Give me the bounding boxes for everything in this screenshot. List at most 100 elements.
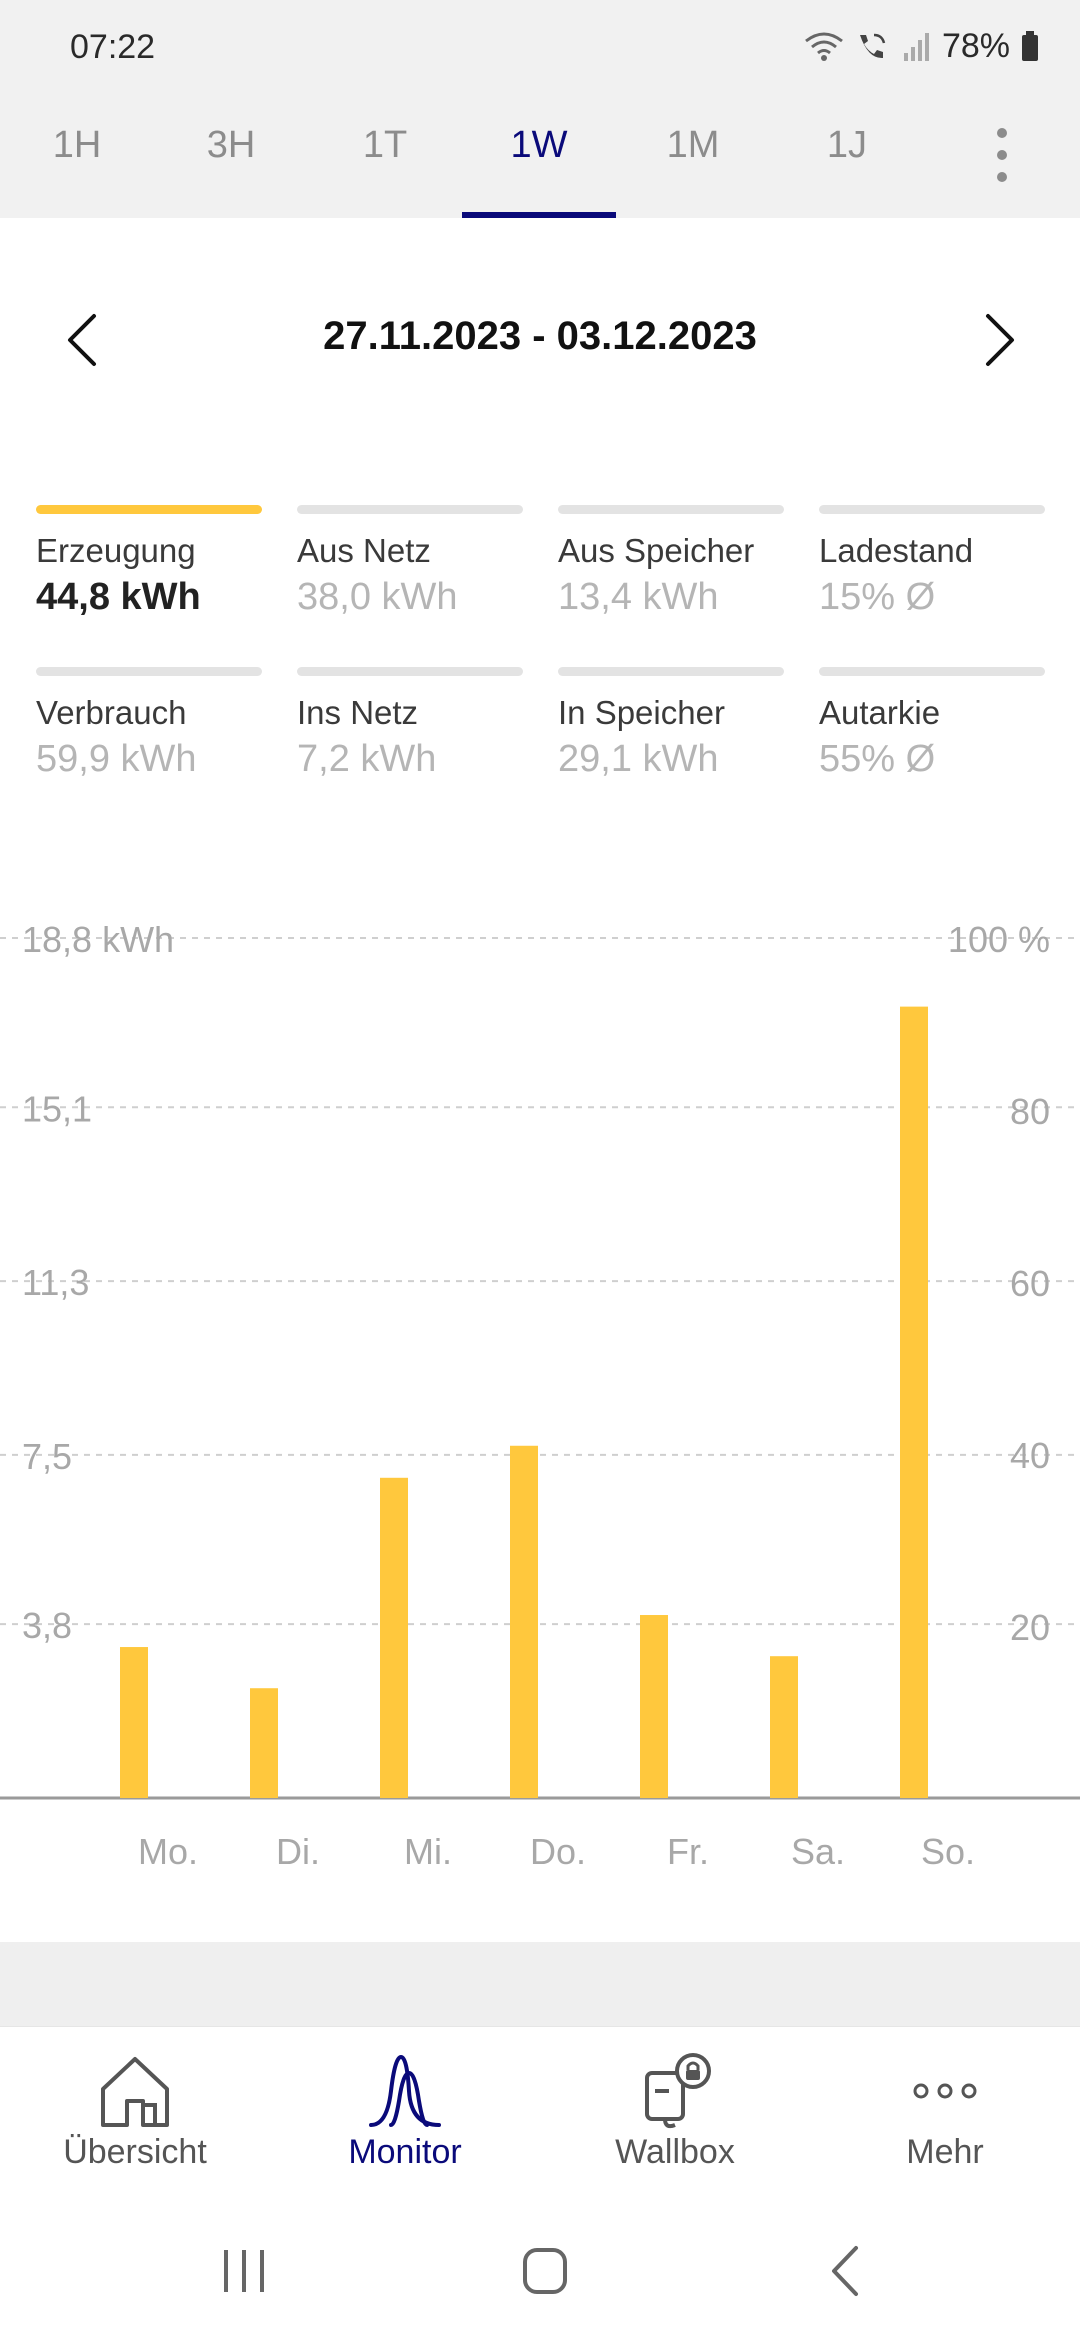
y-tick-label: 11,3 (22, 1262, 89, 1303)
metric-value: 55% Ø (819, 738, 936, 780)
nav-monitor[interactable]: Monitor (270, 2027, 540, 2197)
separator-strip (0, 1942, 1080, 2026)
bottom-navigation: Übersicht Monitor Wallbox Mehr (0, 2026, 1080, 2196)
date-range-label: 27.11.2023 - 03.12.2023 (323, 314, 757, 358)
battery-percent: 78% (941, 26, 1010, 65)
time-range-tabs: 1H 3H 1T 1W 1M 1J (0, 110, 1080, 218)
metric-in-speicher[interactable]: In Speicher 29,1 kWh (558, 667, 784, 787)
metric-label: Ladestand (819, 532, 974, 569)
tab-label: 1M (666, 124, 720, 166)
status-icons: 78% (804, 26, 1040, 66)
metric-aus-speicher[interactable]: Aus Speicher 13,4 kWh (558, 505, 784, 625)
x-tick-label: Mo. (138, 1831, 198, 1872)
metric-label: Verbrauch (36, 694, 187, 731)
home-icon (101, 2057, 169, 2127)
dot-icon (997, 172, 1007, 182)
recent-apps-icon[interactable] (204, 2236, 284, 2306)
metric-label: Erzeugung (36, 532, 196, 569)
dot-icon (997, 150, 1007, 160)
wifi-calling-icon (859, 33, 886, 59)
wallbox-lock-icon (645, 2053, 711, 2129)
metric-value: 38,0 kWh (297, 576, 458, 618)
more-dots-icon (913, 2083, 977, 2099)
metric-value: 59,9 kWh (36, 738, 197, 780)
metric-indicator (819, 505, 1045, 514)
energy-bar-chart: 18,8 kWh 15,1 11,3 7,5 3,8 100 % 80 60 40 20 Mo. Di… (0, 919, 1080, 1872)
date-navigation: 27.11.2023 - 03.12.2023 (0, 300, 1080, 380)
system-navigation-bar (0, 2196, 1080, 2340)
tab-1h[interactable]: 1H (0, 110, 154, 218)
nav-wallbox[interactable]: Wallbox (540, 2027, 810, 2197)
nav-label: Monitor (348, 2133, 462, 2171)
metric-ins-netz[interactable]: Ins Netz 7,2 kWh (297, 667, 523, 787)
chart-bar (380, 1477, 408, 1798)
tab-label: 1W (510, 124, 568, 166)
chart-bar (900, 1006, 928, 1798)
monitor-curve-icon (369, 2054, 441, 2127)
dot-icon (997, 128, 1007, 138)
top-bar: 07:22 78% 1H 3H 1T 1W 1M 1J (0, 0, 1080, 218)
y2-tick-label: 20 (1010, 1607, 1050, 1648)
metric-label: Aus Netz (297, 532, 431, 569)
x-tick-label: Do. (530, 1831, 586, 1872)
metric-value: 13,4 kWh (558, 576, 719, 618)
metric-autarkie[interactable]: Autarkie 55% Ø (819, 667, 1045, 787)
tab-label: 1H (52, 124, 102, 166)
tab-label: 3H (206, 124, 256, 166)
metric-indicator (558, 667, 784, 676)
y2-tick-label: 80 (1010, 1091, 1050, 1132)
battery-icon (1022, 31, 1038, 61)
tab-1j[interactable]: 1J (770, 110, 924, 218)
chart-bar (640, 1615, 668, 1798)
chevron-left-icon[interactable] (56, 310, 116, 370)
metric-indicator (819, 667, 1045, 676)
chart-bar (250, 1688, 278, 1798)
x-tick-label: Di. (276, 1831, 320, 1872)
metric-label: Autarkie (819, 694, 941, 731)
tab-label: 1T (362, 124, 408, 166)
tab-1w[interactable]: 1W (462, 110, 616, 218)
metric-value: 7,2 kWh (297, 738, 437, 780)
metric-verbrauch[interactable]: Verbrauch 59,9 kWh (36, 667, 262, 787)
chevron-right-icon[interactable] (966, 310, 1026, 370)
nav-label: Mehr (906, 2133, 984, 2171)
x-tick-label: Sa. (791, 1831, 845, 1872)
y2-tick-label: 40 (1010, 1435, 1050, 1476)
back-icon[interactable] (808, 2236, 888, 2306)
metric-indicator (558, 505, 784, 514)
nav-label: Übersicht (63, 2133, 207, 2171)
metric-value: 29,1 kWh (558, 738, 719, 780)
tab-1t[interactable]: 1T (308, 110, 462, 218)
nav-ubersicht[interactable]: Übersicht (0, 2027, 270, 2197)
tab-3h[interactable]: 3H (154, 110, 308, 218)
metric-indicator (297, 505, 523, 514)
chart-bar (770, 1656, 798, 1798)
x-tick-label: Mi. (404, 1831, 452, 1872)
y2-tick-label: 60 (1010, 1263, 1050, 1304)
tab-1m[interactable]: 1M (616, 110, 770, 218)
home-button-icon[interactable] (505, 2236, 585, 2306)
chart-bar (120, 1647, 148, 1798)
nav-mehr[interactable]: Mehr (810, 2027, 1080, 2197)
x-tick-label: Fr. (667, 1831, 709, 1872)
signal-icon (903, 33, 929, 61)
metric-indicator (36, 505, 262, 514)
y-tick-label: 3,8 (22, 1605, 72, 1646)
nav-label: Wallbox (615, 2133, 735, 2171)
tab-label: 1J (826, 124, 868, 166)
y-tick-label: 15,1 (22, 1088, 92, 1129)
x-tick-label: So. (921, 1831, 975, 1872)
wifi-icon (805, 32, 843, 61)
metric-aus-netz[interactable]: Aus Netz 38,0 kWh (297, 505, 523, 625)
metric-value: 15% Ø (819, 576, 936, 618)
metric-value: 44,8 kWh (36, 576, 201, 618)
y2-tick-label: 100 % (948, 919, 1050, 960)
metric-indicator (297, 667, 523, 676)
status-time: 07:22 (70, 28, 156, 66)
overflow-menu-button[interactable] (980, 120, 1024, 190)
metric-ladestand[interactable]: Ladestand 15% Ø (819, 505, 1045, 625)
y-tick-label: 18,8 kWh (22, 919, 174, 960)
metric-indicator (36, 667, 262, 676)
y-tick-label: 7,5 (22, 1436, 72, 1477)
metric-erzeugung[interactable]: Erzeugung 44,8 kWh (36, 505, 262, 625)
